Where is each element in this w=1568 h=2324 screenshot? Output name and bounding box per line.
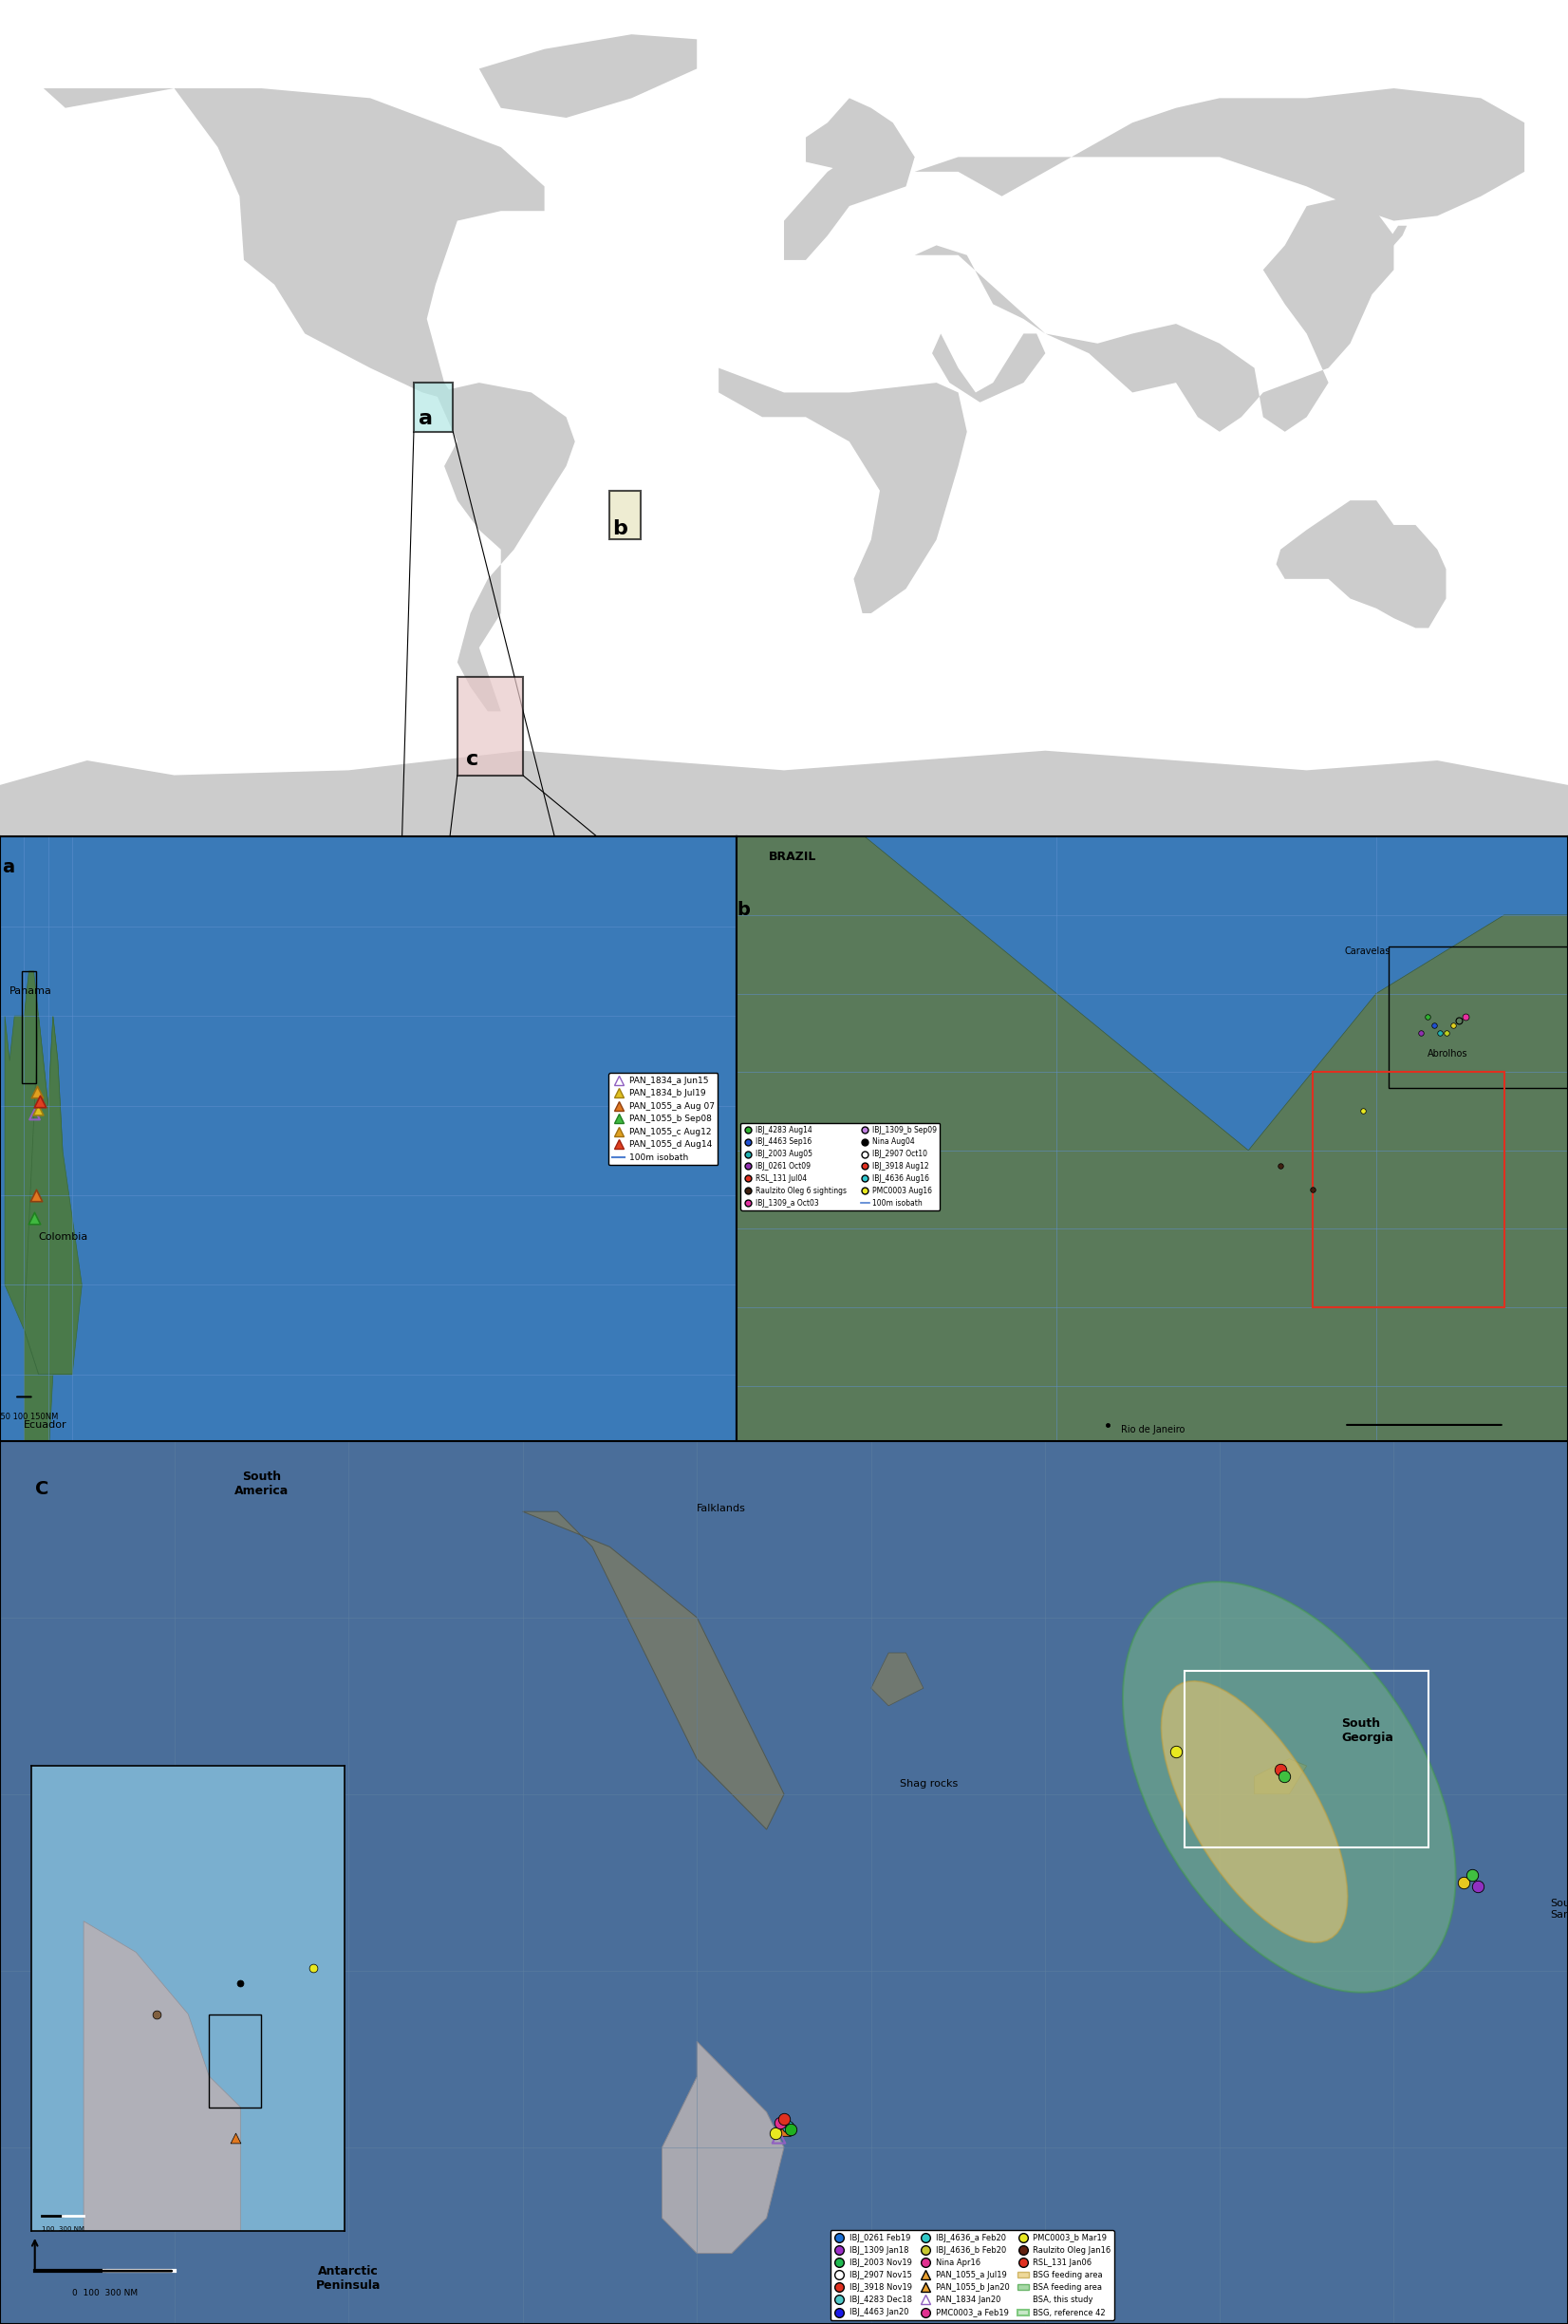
Point: [1450, 1864, 1475, 1901]
Point: [1465, 1868, 1490, 1906]
Text: Antarctic
Peninsula: Antarctic Peninsula: [317, 2266, 381, 2291]
Bar: [414, 383, 453, 432]
Text: 0  50 100NM: 0 50 100NM: [1428, 1441, 1479, 1450]
Point: [25, 1074, 50, 1111]
Polygon shape: [24, 1329, 72, 1464]
Point: [1427, 1013, 1452, 1050]
Polygon shape: [662, 2040, 784, 2254]
Bar: [209, 2015, 262, 2108]
Point: [1352, 1092, 1377, 1129]
Point: [1414, 999, 1439, 1037]
Point: [1272, 1757, 1297, 1794]
Bar: [458, 676, 522, 776]
Point: [1269, 1148, 1294, 1185]
Ellipse shape: [1162, 1680, 1347, 1943]
Polygon shape: [931, 335, 1046, 402]
Point: [22, 1199, 47, 1236]
Polygon shape: [872, 1652, 924, 1706]
Point: [771, 2101, 797, 2138]
Text: Colombia: Colombia: [39, 1232, 88, 1241]
Polygon shape: [718, 367, 967, 614]
Point: [775, 2108, 800, 2145]
Point: [24, 1176, 49, 1213]
Text: C: C: [34, 1480, 49, 1497]
Polygon shape: [1276, 500, 1446, 627]
Bar: [1312, 1071, 1504, 1306]
Legend: IBJ_4283 Aug14, IBJ_4463 Sep16, IBJ_2003 Aug05, IBJ_0261 Oct09, RSL_131 Jul04, R: IBJ_4283 Aug14, IBJ_4463 Sep16, IBJ_2003…: [740, 1122, 939, 1211]
Text: Falklands: Falklands: [696, 1504, 746, 1513]
Text: South
America: South America: [234, 1471, 289, 1497]
Text: Shag rocks: Shag rocks: [900, 1780, 958, 1789]
Point: [762, 2115, 787, 2152]
Text: 100  300 NM: 100 300 NM: [41, 2226, 85, 2231]
Point: [1421, 1006, 1446, 1043]
Text: a: a: [419, 409, 433, 428]
Bar: [22, 971, 36, 1083]
Text: 0  100  300 NM: 0 100 300 NM: [72, 2289, 138, 2298]
Text: Caravelas: Caravelas: [1344, 946, 1391, 955]
Point: [771, 2110, 797, 2147]
Polygon shape: [24, 1016, 82, 1373]
Point: [1300, 1171, 1325, 1208]
Text: 0  50 100 150NM: 0 50 100 150NM: [0, 1413, 58, 1422]
Point: [227, 1964, 252, 2001]
Bar: [1185, 1671, 1428, 1848]
Point: [1447, 1002, 1472, 1039]
Polygon shape: [5, 971, 63, 1329]
Polygon shape: [1350, 225, 1406, 295]
Point: [223, 2119, 248, 2157]
Point: [22, 1097, 47, 1134]
Text: a: a: [3, 858, 14, 876]
Text: b: b: [737, 902, 750, 918]
Polygon shape: [480, 35, 696, 119]
Text: Ecuador: Ecuador: [24, 1420, 67, 1429]
Bar: [1389, 946, 1568, 1088]
Text: South
Sandwich: South Sandwich: [1551, 1899, 1568, 1920]
Polygon shape: [806, 98, 914, 172]
Point: [1454, 999, 1479, 1037]
Point: [1094, 1406, 1120, 1443]
Polygon shape: [522, 1511, 784, 1829]
Text: Abrolhos: Abrolhos: [1427, 1048, 1468, 1057]
Legend: IBJ_0261 Feb19, IBJ_1309 Jan18, IBJ_2003 Nov19, IBJ_2907 Nov15, IBJ_3918 Nov19, : IBJ_0261 Feb19, IBJ_1309 Jan18, IBJ_2003…: [829, 2231, 1115, 2319]
Polygon shape: [784, 146, 914, 260]
Text: BRAZIL: BRAZIL: [768, 851, 817, 862]
Polygon shape: [914, 88, 1524, 221]
Polygon shape: [737, 837, 1568, 1464]
Text: c: c: [466, 751, 478, 769]
Text: Rio de Janeiro: Rio de Janeiro: [1121, 1425, 1184, 1434]
Point: [1441, 1006, 1466, 1043]
Point: [1460, 1857, 1485, 1894]
Bar: [610, 490, 640, 539]
Point: [27, 1083, 52, 1120]
Point: [1269, 1750, 1294, 1787]
Text: N: N: [30, 2217, 39, 2226]
Text: Panama: Panama: [9, 985, 52, 995]
Polygon shape: [0, 751, 1568, 883]
Polygon shape: [914, 195, 1394, 432]
Point: [1435, 1013, 1460, 1050]
Polygon shape: [436, 383, 575, 711]
Point: [144, 1996, 169, 2034]
Point: [25, 1092, 50, 1129]
Polygon shape: [44, 88, 544, 402]
Point: [778, 2110, 803, 2147]
Point: [768, 2103, 793, 2140]
Point: [301, 1950, 326, 1987]
Point: [1408, 1013, 1433, 1050]
Point: [767, 2117, 792, 2154]
Text: b: b: [612, 521, 627, 539]
Point: [1163, 1734, 1189, 1771]
Text: South
Georgia: South Georgia: [1342, 1717, 1394, 1743]
Polygon shape: [1254, 1759, 1306, 1794]
Legend: PAN_1834_a Jun15, PAN_1834_b Jul19, PAN_1055_a Aug 07, PAN_1055_b Sep08, PAN_105: PAN_1834_a Jun15, PAN_1834_b Jul19, PAN_…: [608, 1074, 718, 1164]
Polygon shape: [83, 1922, 240, 2231]
Ellipse shape: [1123, 1583, 1455, 1992]
